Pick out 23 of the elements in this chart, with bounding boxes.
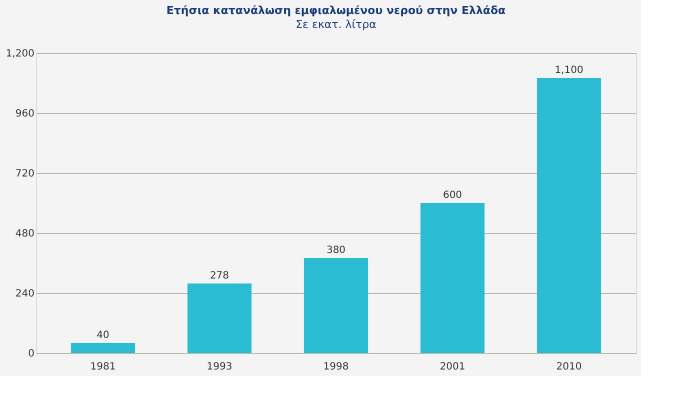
data-label: 40	[96, 330, 110, 341]
data-label: 380	[326, 245, 346, 256]
y-tick-label: 480	[15, 228, 34, 240]
x-tick-label: 1998	[323, 362, 349, 372]
x-tick-label: 2001	[440, 362, 466, 372]
bar	[304, 258, 368, 353]
y-tick-label: 960	[15, 108, 34, 120]
y-tick-label: 240	[15, 288, 34, 300]
y-tick-label: 720	[15, 168, 34, 180]
y-tick-label: 1,200	[6, 48, 34, 60]
x-tick-label: 1981	[90, 362, 116, 372]
x-tick-label: 1993	[206, 362, 232, 372]
data-label: 600	[442, 190, 462, 201]
data-label: 1,100	[554, 65, 584, 76]
data-label: 278	[210, 270, 230, 282]
bar	[187, 284, 252, 353]
chart-title: Ετήσια κατανάλωση εμφιαλωμένου νερού στην Ελλάδα	[166, 4, 506, 17]
bar	[420, 203, 485, 353]
chart-subtitle: Σε εκατ. λίτρα	[296, 18, 376, 31]
x-tick-label: 2010	[556, 362, 582, 372]
y-tick-label: 0	[28, 348, 34, 360]
bar	[536, 78, 602, 353]
bar	[70, 343, 136, 353]
